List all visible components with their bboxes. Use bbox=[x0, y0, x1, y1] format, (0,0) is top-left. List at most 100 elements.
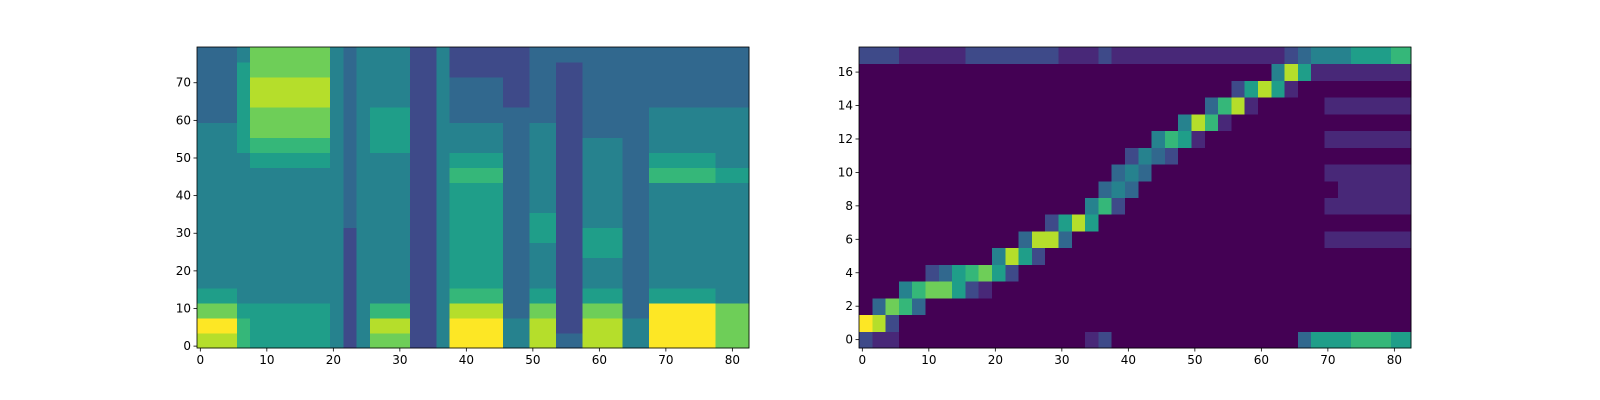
cell bbox=[1391, 164, 1405, 182]
cell bbox=[1204, 297, 1219, 316]
cell bbox=[1311, 230, 1326, 249]
cell bbox=[715, 137, 730, 153]
cell bbox=[409, 287, 424, 304]
cell bbox=[1018, 264, 1033, 282]
cell bbox=[952, 63, 966, 81]
cell bbox=[1005, 331, 1020, 349]
cell bbox=[1098, 97, 1113, 115]
cell bbox=[489, 212, 504, 229]
cell bbox=[396, 122, 411, 138]
cell bbox=[290, 302, 304, 319]
cell bbox=[1311, 247, 1326, 265]
cell bbox=[925, 164, 940, 182]
cell bbox=[1178, 147, 1193, 165]
cell bbox=[992, 247, 1006, 265]
cell bbox=[1364, 314, 1379, 332]
cell bbox=[859, 314, 873, 332]
cell bbox=[715, 272, 730, 289]
cell bbox=[223, 152, 238, 168]
y-tick-label: 10 bbox=[838, 165, 853, 179]
cell bbox=[276, 107, 291, 123]
cell bbox=[898, 297, 913, 316]
cell bbox=[1125, 130, 1139, 148]
x-tick-label: 80 bbox=[1387, 353, 1402, 367]
cell bbox=[316, 122, 331, 138]
cell bbox=[290, 107, 304, 123]
cell bbox=[1204, 247, 1219, 265]
cell bbox=[1085, 47, 1099, 65]
cell bbox=[316, 332, 331, 349]
cell bbox=[1138, 130, 1153, 148]
cell bbox=[1364, 230, 1379, 249]
cell bbox=[1324, 314, 1339, 332]
cell bbox=[938, 297, 953, 316]
cell bbox=[978, 63, 993, 81]
cell bbox=[1098, 63, 1113, 81]
x-tick-label: 10 bbox=[921, 353, 936, 367]
cell bbox=[1178, 297, 1193, 316]
cell bbox=[1045, 63, 1060, 81]
cell bbox=[635, 242, 650, 259]
cell bbox=[489, 287, 504, 304]
cell bbox=[330, 302, 344, 319]
cell bbox=[436, 107, 451, 123]
cell bbox=[516, 182, 531, 198]
cell bbox=[1391, 80, 1405, 98]
cell bbox=[529, 77, 544, 93]
cell bbox=[1391, 130, 1405, 148]
cell bbox=[925, 147, 940, 165]
cell bbox=[556, 122, 570, 138]
cell bbox=[898, 281, 913, 299]
cell bbox=[383, 227, 398, 244]
cell bbox=[1085, 97, 1099, 115]
cell bbox=[1045, 214, 1060, 232]
cell bbox=[1058, 164, 1073, 182]
cell bbox=[1031, 147, 1046, 165]
cell bbox=[1324, 63, 1339, 81]
cell bbox=[965, 247, 980, 265]
cell bbox=[436, 182, 451, 198]
cell bbox=[489, 242, 504, 259]
cell bbox=[1098, 230, 1113, 249]
cell bbox=[609, 137, 624, 153]
cell bbox=[276, 182, 291, 198]
cell bbox=[356, 47, 371, 63]
cell bbox=[662, 77, 677, 93]
cell bbox=[609, 272, 624, 289]
cell bbox=[1058, 297, 1073, 316]
cell bbox=[1138, 47, 1153, 65]
cell bbox=[689, 227, 703, 244]
cell bbox=[1404, 80, 1412, 98]
cell bbox=[542, 167, 557, 183]
cell bbox=[609, 182, 624, 198]
cell bbox=[409, 242, 424, 259]
cell bbox=[330, 47, 344, 63]
cell bbox=[859, 164, 873, 182]
cell bbox=[1005, 180, 1020, 198]
axes-frame bbox=[858, 46, 1412, 349]
cell bbox=[476, 47, 491, 63]
cell bbox=[885, 180, 900, 198]
cell bbox=[978, 47, 993, 65]
cell bbox=[502, 227, 517, 244]
cell bbox=[463, 287, 477, 304]
cell bbox=[912, 147, 927, 165]
cell bbox=[1098, 47, 1113, 65]
cell bbox=[409, 92, 424, 108]
cell bbox=[649, 182, 664, 198]
cell bbox=[622, 197, 637, 214]
cell bbox=[622, 92, 637, 108]
cell bbox=[885, 47, 900, 65]
cell bbox=[1351, 247, 1365, 265]
cell bbox=[662, 302, 677, 319]
cell bbox=[1231, 264, 1246, 282]
cell bbox=[1098, 197, 1113, 215]
cell bbox=[1324, 47, 1339, 65]
cell bbox=[1045, 264, 1060, 282]
cell bbox=[1337, 47, 1352, 65]
cell bbox=[689, 77, 703, 93]
cell bbox=[582, 137, 597, 153]
cell bbox=[303, 332, 318, 349]
cell bbox=[449, 317, 464, 334]
cell bbox=[925, 214, 940, 232]
